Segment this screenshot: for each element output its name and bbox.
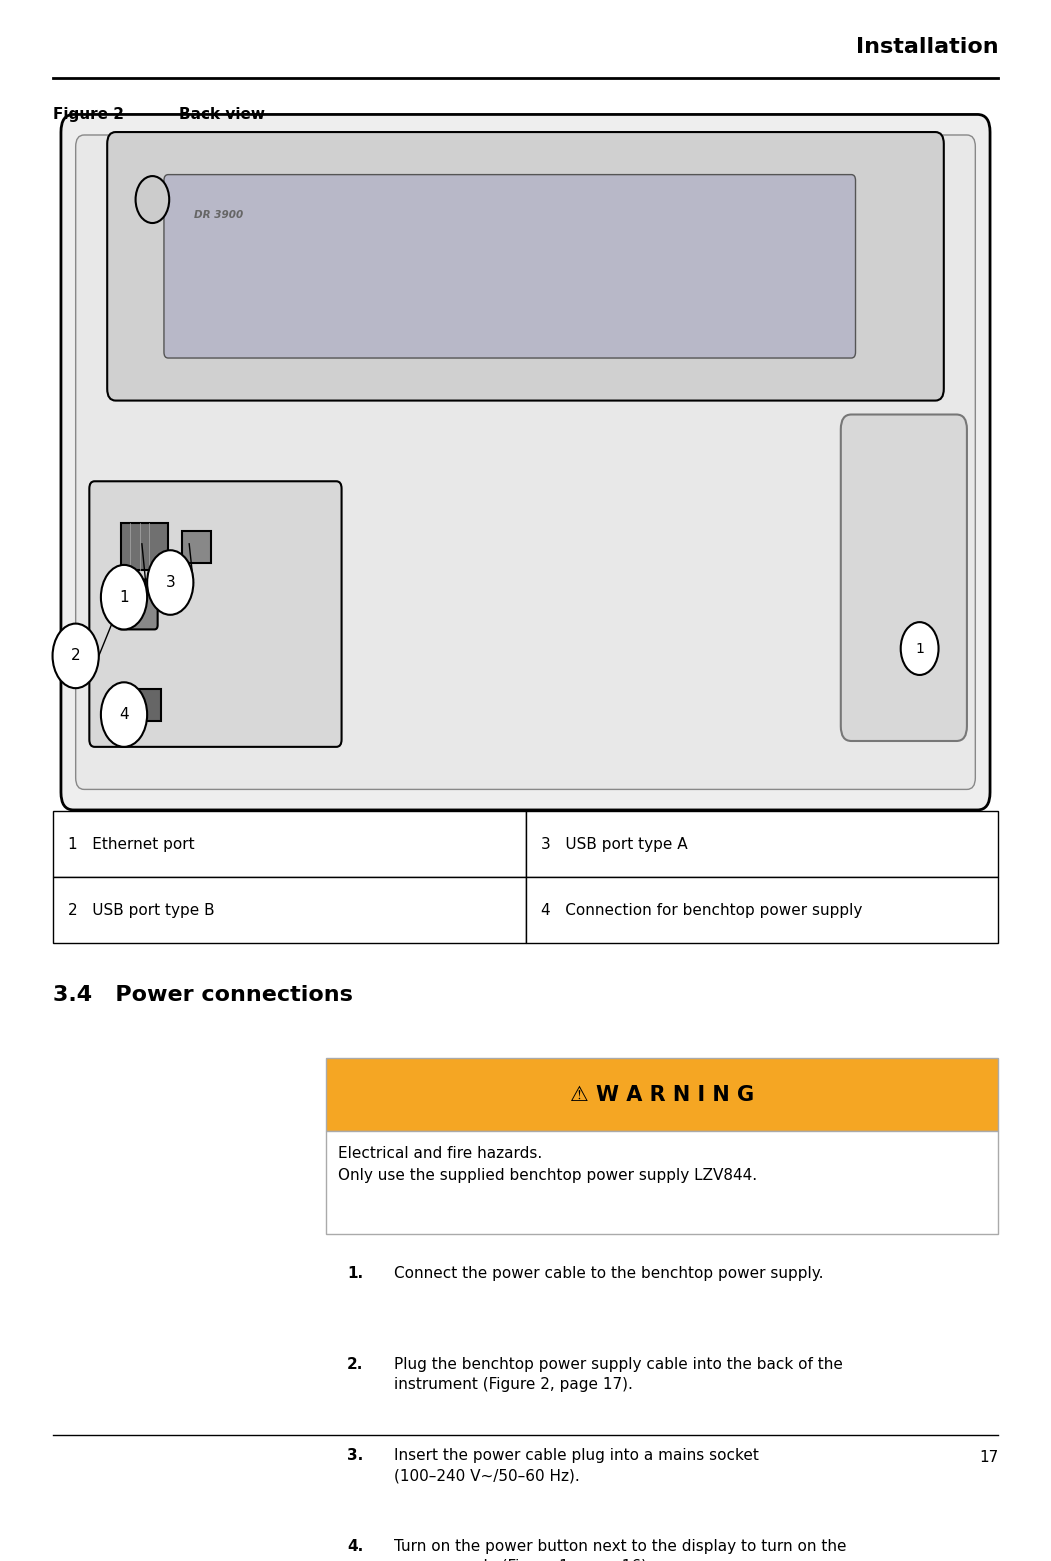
Text: 3.4   Power connections: 3.4 Power connections — [53, 985, 352, 1005]
Text: Back view: Back view — [179, 108, 265, 122]
Text: 3: 3 — [165, 574, 176, 590]
FancyBboxPatch shape — [164, 175, 856, 357]
Text: DR 3900: DR 3900 — [194, 209, 244, 220]
Bar — [182, 531, 211, 564]
Text: Turn on the power button next to the display to turn on the
power supply (Figure: Turn on the power button next to the dis… — [394, 1539, 847, 1561]
Bar — [121, 688, 161, 721]
Text: 3.: 3. — [347, 1449, 363, 1463]
Bar — [326, 1058, 998, 1132]
FancyBboxPatch shape — [89, 481, 342, 746]
Text: 17: 17 — [980, 1450, 998, 1464]
Text: 1: 1 — [915, 642, 924, 656]
Text: Electrical and fire hazards.
Only use the supplied benchtop power supply LZV844.: Electrical and fire hazards. Only use th… — [338, 1146, 758, 1183]
Text: 3   USB port type A: 3 USB port type A — [541, 837, 688, 852]
Circle shape — [147, 549, 193, 615]
FancyBboxPatch shape — [118, 579, 158, 629]
Text: 4: 4 — [119, 707, 129, 723]
Text: Plug the benchtop power supply cable into the back of the
instrument (Figure 2, : Plug the benchtop power supply cable int… — [394, 1357, 843, 1392]
FancyBboxPatch shape — [61, 114, 990, 810]
Text: 4.: 4. — [347, 1539, 363, 1555]
Circle shape — [101, 565, 147, 629]
FancyBboxPatch shape — [841, 415, 967, 741]
Circle shape — [101, 682, 147, 746]
Circle shape — [53, 623, 99, 688]
Circle shape — [901, 623, 939, 674]
Bar — [53, 877, 526, 943]
Bar — [526, 877, 998, 943]
Text: 1.: 1. — [347, 1266, 363, 1282]
Bar — [121, 523, 168, 570]
Text: 1: 1 — [119, 590, 129, 604]
Text: 4   Connection for benchtop power supply: 4 Connection for benchtop power supply — [541, 902, 863, 918]
Text: ⚠ W A R N I N G: ⚠ W A R N I N G — [570, 1085, 755, 1105]
FancyBboxPatch shape — [76, 134, 975, 790]
Bar — [53, 812, 526, 877]
Text: Installation: Installation — [856, 36, 998, 56]
FancyBboxPatch shape — [107, 133, 944, 401]
Text: 2: 2 — [70, 648, 81, 663]
Text: Connect the power cable to the benchtop power supply.: Connect the power cable to the benchtop … — [394, 1266, 824, 1282]
Text: 2.: 2. — [347, 1357, 364, 1372]
Text: 1   Ethernet port: 1 Ethernet port — [68, 837, 194, 852]
Text: 2   USB port type B: 2 USB port type B — [68, 902, 215, 918]
Bar — [326, 1132, 998, 1235]
Text: Insert the power cable plug into a mains socket
(100–240 V~/50–60 Hz).: Insert the power cable plug into a mains… — [394, 1449, 759, 1483]
Bar — [526, 812, 998, 877]
Text: Figure 2: Figure 2 — [53, 108, 124, 122]
Circle shape — [136, 176, 169, 223]
